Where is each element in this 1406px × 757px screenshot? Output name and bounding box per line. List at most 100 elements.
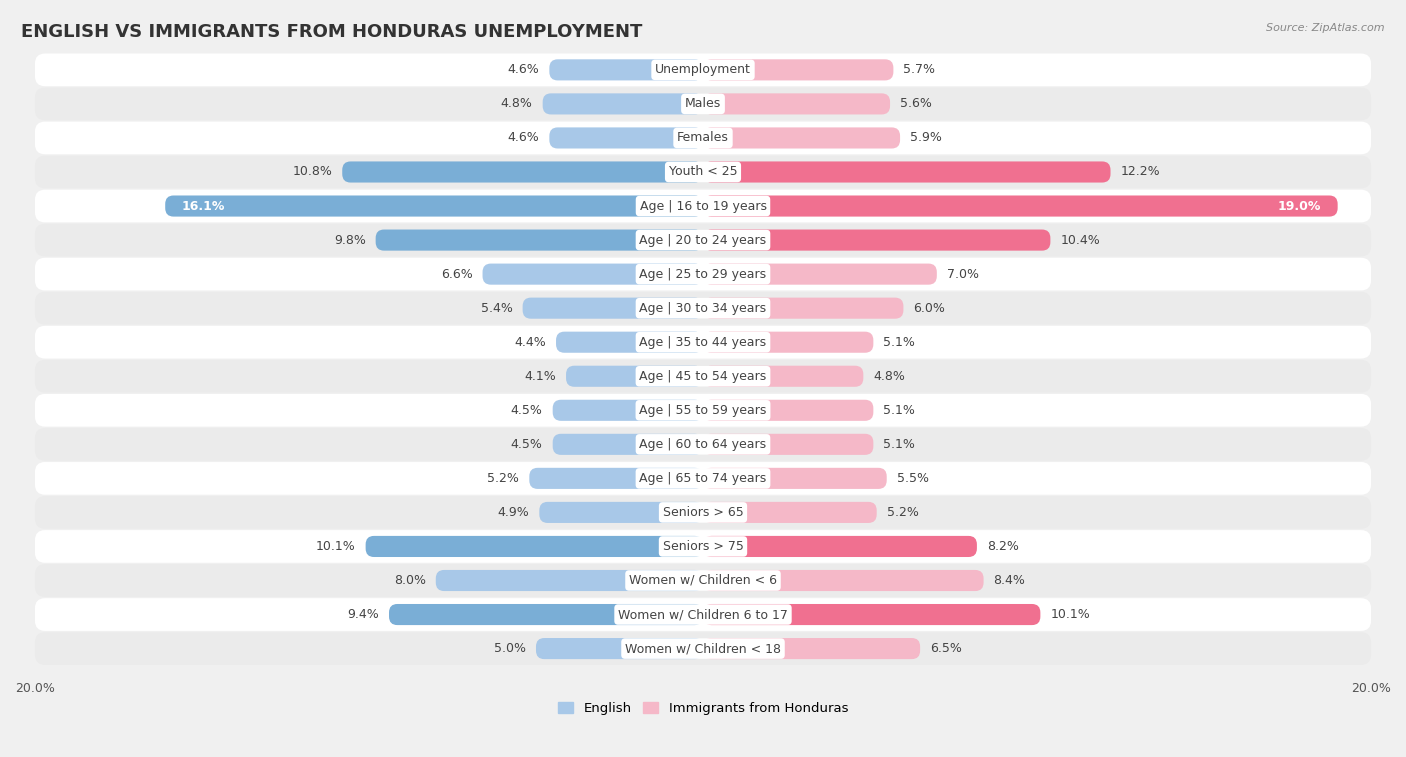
FancyBboxPatch shape (703, 366, 863, 387)
FancyBboxPatch shape (35, 88, 1371, 120)
Text: 5.6%: 5.6% (900, 98, 932, 111)
FancyBboxPatch shape (703, 298, 904, 319)
Text: 4.8%: 4.8% (501, 98, 533, 111)
Text: 5.1%: 5.1% (883, 403, 915, 417)
Text: Age | 65 to 74 years: Age | 65 to 74 years (640, 472, 766, 485)
FancyBboxPatch shape (553, 400, 703, 421)
Text: Age | 30 to 34 years: Age | 30 to 34 years (640, 301, 766, 315)
FancyBboxPatch shape (536, 638, 703, 659)
Text: 5.2%: 5.2% (887, 506, 918, 519)
Text: Age | 35 to 44 years: Age | 35 to 44 years (640, 335, 766, 349)
FancyBboxPatch shape (703, 468, 887, 489)
Text: 10.4%: 10.4% (1060, 234, 1099, 247)
Legend: English, Immigrants from Honduras: English, Immigrants from Honduras (558, 702, 848, 715)
Text: 9.4%: 9.4% (347, 608, 380, 621)
FancyBboxPatch shape (703, 161, 1111, 182)
Text: 4.4%: 4.4% (515, 335, 546, 349)
FancyBboxPatch shape (703, 638, 920, 659)
Text: 6.0%: 6.0% (914, 301, 945, 315)
Text: 9.8%: 9.8% (333, 234, 366, 247)
Text: Women w/ Children < 18: Women w/ Children < 18 (626, 642, 780, 655)
Text: Females: Females (678, 132, 728, 145)
FancyBboxPatch shape (555, 332, 703, 353)
FancyBboxPatch shape (703, 536, 977, 557)
FancyBboxPatch shape (35, 462, 1371, 495)
Text: 10.1%: 10.1% (1050, 608, 1090, 621)
FancyBboxPatch shape (35, 564, 1371, 597)
Text: 5.4%: 5.4% (481, 301, 513, 315)
Text: 4.9%: 4.9% (498, 506, 529, 519)
Text: Age | 16 to 19 years: Age | 16 to 19 years (640, 200, 766, 213)
FancyBboxPatch shape (35, 598, 1371, 631)
Text: Age | 20 to 24 years: Age | 20 to 24 years (640, 234, 766, 247)
FancyBboxPatch shape (550, 59, 703, 80)
FancyBboxPatch shape (703, 400, 873, 421)
FancyBboxPatch shape (703, 195, 1337, 217)
Text: 5.9%: 5.9% (910, 132, 942, 145)
Text: 4.5%: 4.5% (510, 403, 543, 417)
Text: Unemployment: Unemployment (655, 64, 751, 76)
FancyBboxPatch shape (436, 570, 703, 591)
FancyBboxPatch shape (703, 229, 1050, 251)
Text: 6.6%: 6.6% (440, 268, 472, 281)
FancyBboxPatch shape (703, 604, 1040, 625)
Text: 4.8%: 4.8% (873, 369, 905, 383)
FancyBboxPatch shape (166, 195, 703, 217)
Text: 5.1%: 5.1% (883, 438, 915, 451)
Text: 4.6%: 4.6% (508, 132, 540, 145)
FancyBboxPatch shape (342, 161, 703, 182)
FancyBboxPatch shape (35, 54, 1371, 86)
Text: Women w/ Children < 6: Women w/ Children < 6 (628, 574, 778, 587)
FancyBboxPatch shape (35, 122, 1371, 154)
FancyBboxPatch shape (529, 468, 703, 489)
Text: 4.1%: 4.1% (524, 369, 555, 383)
Text: 10.1%: 10.1% (316, 540, 356, 553)
FancyBboxPatch shape (35, 156, 1371, 188)
FancyBboxPatch shape (35, 394, 1371, 427)
FancyBboxPatch shape (703, 127, 900, 148)
Text: 10.8%: 10.8% (292, 166, 332, 179)
Text: ENGLISH VS IMMIGRANTS FROM HONDURAS UNEMPLOYMENT: ENGLISH VS IMMIGRANTS FROM HONDURAS UNEM… (21, 23, 643, 41)
Text: Seniors > 65: Seniors > 65 (662, 506, 744, 519)
FancyBboxPatch shape (35, 190, 1371, 223)
FancyBboxPatch shape (703, 570, 984, 591)
Text: Women w/ Children 6 to 17: Women w/ Children 6 to 17 (619, 608, 787, 621)
FancyBboxPatch shape (35, 632, 1371, 665)
Text: 8.2%: 8.2% (987, 540, 1019, 553)
FancyBboxPatch shape (35, 326, 1371, 359)
FancyBboxPatch shape (35, 258, 1371, 291)
Text: Age | 45 to 54 years: Age | 45 to 54 years (640, 369, 766, 383)
Text: 5.1%: 5.1% (883, 335, 915, 349)
FancyBboxPatch shape (35, 360, 1371, 393)
FancyBboxPatch shape (703, 502, 877, 523)
FancyBboxPatch shape (567, 366, 703, 387)
Text: Seniors > 75: Seniors > 75 (662, 540, 744, 553)
FancyBboxPatch shape (35, 428, 1371, 461)
FancyBboxPatch shape (703, 263, 936, 285)
Text: Age | 60 to 64 years: Age | 60 to 64 years (640, 438, 766, 451)
FancyBboxPatch shape (703, 93, 890, 114)
FancyBboxPatch shape (366, 536, 703, 557)
FancyBboxPatch shape (375, 229, 703, 251)
Text: Males: Males (685, 98, 721, 111)
FancyBboxPatch shape (550, 127, 703, 148)
Text: 8.4%: 8.4% (994, 574, 1025, 587)
FancyBboxPatch shape (543, 93, 703, 114)
Text: 4.6%: 4.6% (508, 64, 540, 76)
Text: 8.0%: 8.0% (394, 574, 426, 587)
FancyBboxPatch shape (523, 298, 703, 319)
FancyBboxPatch shape (35, 496, 1371, 528)
FancyBboxPatch shape (389, 604, 703, 625)
FancyBboxPatch shape (540, 502, 703, 523)
FancyBboxPatch shape (35, 224, 1371, 257)
FancyBboxPatch shape (553, 434, 703, 455)
FancyBboxPatch shape (703, 59, 893, 80)
FancyBboxPatch shape (482, 263, 703, 285)
Text: Age | 25 to 29 years: Age | 25 to 29 years (640, 268, 766, 281)
Text: Youth < 25: Youth < 25 (669, 166, 737, 179)
Text: 5.5%: 5.5% (897, 472, 929, 485)
Text: 12.2%: 12.2% (1121, 166, 1160, 179)
Text: 5.7%: 5.7% (904, 64, 935, 76)
FancyBboxPatch shape (703, 332, 873, 353)
Text: 5.2%: 5.2% (488, 472, 519, 485)
